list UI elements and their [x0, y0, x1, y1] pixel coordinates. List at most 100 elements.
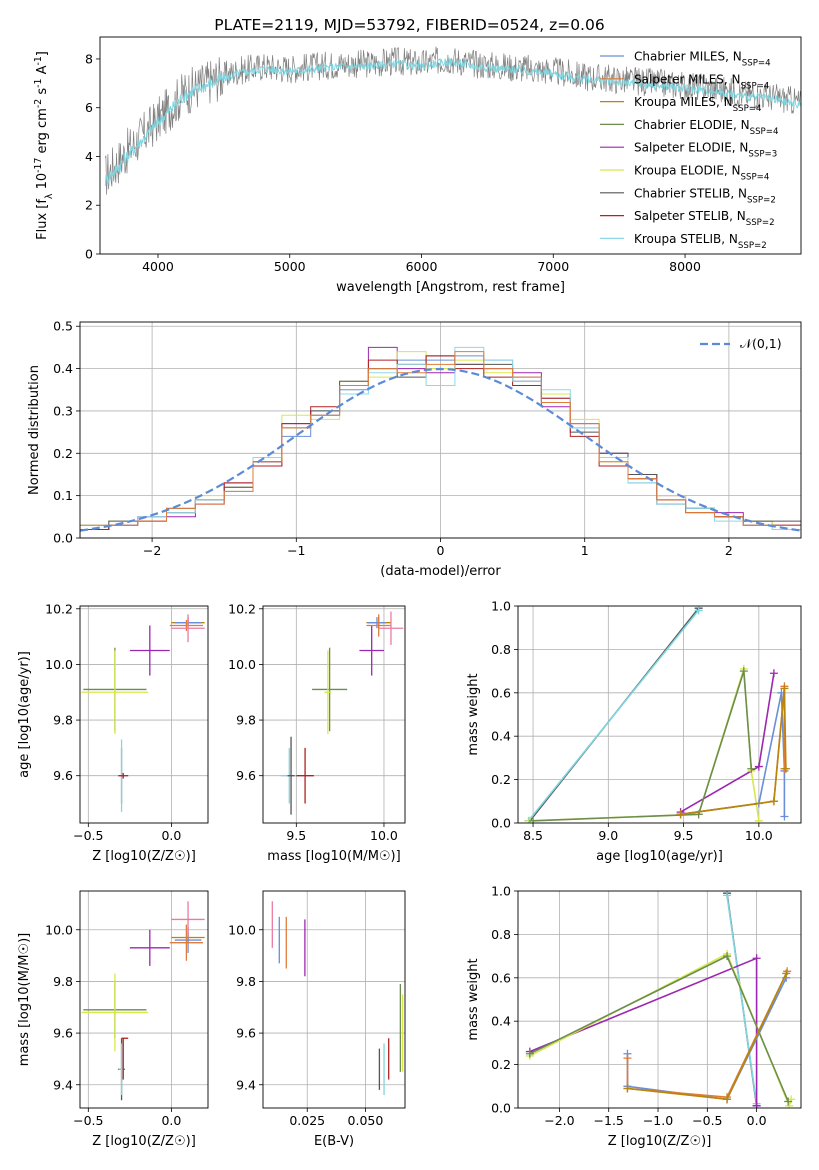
- y-tick-label: 0.5: [53, 319, 73, 334]
- y-tick-label: 0: [85, 247, 93, 262]
- x-tick-label: 0.025: [289, 1113, 325, 1128]
- x-axis-label: (data-model)/error: [380, 564, 501, 579]
- plot-area: [518, 606, 801, 823]
- label-part: wavelength [Angstrom, rest frame]: [336, 280, 565, 295]
- x-tick-label: 10.0: [745, 828, 773, 843]
- plus-marker: [782, 969, 791, 978]
- label-part: Z [log10(Z/Z☉)]: [608, 1134, 712, 1149]
- label-part: Salpeter ELODIE, N: [634, 141, 748, 155]
- plot-area: [263, 891, 405, 1108]
- x-tick-label: 9.0: [598, 828, 618, 843]
- x-axis-label: Z [log10(Z/Z☉)]: [92, 849, 196, 864]
- mass-weight-line: [533, 670, 753, 822]
- label-part: Flux [f: [35, 199, 50, 240]
- legend-label: 𝒩(0,1): [740, 336, 782, 351]
- y-tick-label: 0.8: [491, 927, 511, 942]
- mass-weight-line: [527, 609, 700, 822]
- y-tick-label: 9.4: [236, 1077, 256, 1092]
- label-part: -1: [33, 79, 44, 88]
- x-tick-label: 8.5: [523, 828, 543, 843]
- mass-weight-line: [726, 895, 758, 1104]
- mass-weight-line: [680, 673, 775, 813]
- error-bar-point: [171, 901, 205, 938]
- legend-label: Salpeter ELODIE, NSSP=3: [634, 141, 777, 160]
- label-part: SSP=4: [733, 104, 762, 114]
- x-axis-label: wavelength [Angstrom, rest frame]: [336, 280, 565, 295]
- x-tick-label: −0.5: [73, 828, 103, 843]
- x-tick-label: 9.5: [674, 828, 694, 843]
- label-part: SSP=4: [741, 173, 770, 183]
- y-tick-label: 1.0: [491, 599, 511, 614]
- x-tick-label: 5000: [274, 259, 306, 274]
- label-part: Chabrier MILES, N: [634, 50, 742, 64]
- x-tick-label: −0.5: [692, 1113, 722, 1128]
- plus-marker: [747, 764, 756, 773]
- label-part: Z [log10(Z/Z☉)]: [92, 1134, 196, 1149]
- y-tick-label: 9.8: [236, 974, 256, 989]
- label-part: Chabrier ELODIE, N: [634, 118, 750, 132]
- y-tick-label: 0.6: [491, 970, 511, 985]
- error-bar-point: [118, 772, 129, 779]
- x-tick-label: 2: [725, 543, 733, 558]
- error-bar-point: [129, 929, 170, 966]
- label-part: Z [log10(Z/Z☉)]: [92, 849, 196, 864]
- panel-8: −2.0 −1.5 −1.0 −0.5 0.0 0.0 0.2 0.4 0.6 0.8 1.0 Z […: [466, 884, 802, 1149]
- x-axis-label: age [log10(age/yr)]: [596, 849, 723, 864]
- label-part: Normed distribution: [27, 365, 42, 495]
- plot-area: [80, 891, 208, 1108]
- x-tick-label: 10.0: [370, 828, 398, 843]
- normal-curve: [80, 367, 801, 532]
- plus-marker: [694, 606, 703, 615]
- y-tick-label: 10.2: [228, 601, 256, 616]
- plus-marker: [525, 1049, 534, 1058]
- y-tick-label: 0.2: [53, 446, 73, 461]
- label-part: Salpeter STELIB, N: [634, 209, 746, 223]
- label-part: 10: [35, 173, 50, 194]
- y-tick-label: 9.6: [236, 768, 256, 783]
- legend-label: Kroupa ELODIE, NSSP=4: [634, 164, 769, 183]
- plus-marker: [780, 812, 789, 821]
- x-tick-label: 8000: [669, 259, 701, 274]
- plus-marker: [529, 816, 538, 823]
- error-bar-point: [312, 647, 348, 732]
- x-tick-label: −1.0: [643, 1113, 673, 1128]
- x-axis-label: mass [log10(M/M☉)]: [267, 849, 400, 864]
- label-part: Kroupa STELIB, N: [634, 232, 738, 246]
- label-part: A: [35, 65, 50, 78]
- label-part: Chabrier STELIB, N: [634, 186, 747, 200]
- histogram-step: [80, 346, 801, 538]
- y-axis-label: Flux [fλ 10-17 erg cm-2 s-1 A-1]: [33, 51, 55, 240]
- label-part: Salpeter MILES, N: [634, 72, 741, 86]
- label-part: SSP=2: [746, 218, 775, 228]
- legend-label: Kroupa MILES, NSSP=4: [634, 95, 762, 114]
- label-part: age [log10(age/yr)]: [17, 651, 32, 778]
- mass-weight-line: [529, 957, 758, 1106]
- label-part: mass [log10(M/M☉)]: [17, 933, 32, 1066]
- y-tick-label: 9.6: [236, 1026, 256, 1041]
- label-part: age [log10(age/yr)]: [596, 849, 723, 864]
- x-tick-label: 9.5: [286, 828, 306, 843]
- error-bar-point: [366, 614, 391, 637]
- y-tick-label: 0.0: [491, 816, 511, 831]
- x-tick-label: −1: [287, 543, 305, 558]
- plus-marker: [623, 1054, 632, 1063]
- error-bar-point: [296, 747, 314, 804]
- plus-marker: [723, 1095, 732, 1104]
- y-axis-label: mass weight: [466, 673, 481, 755]
- error-bar-point: [81, 650, 149, 734]
- error-bar-point: [324, 650, 332, 734]
- x-tick-label: 0: [437, 543, 445, 558]
- x-tick-label: 0.0: [161, 1113, 181, 1128]
- y-axis-label: Normed distribution: [27, 365, 42, 495]
- panel-4: 9.5 10.0 9.6 9.8 10.0 10.2 mass [log10(M/M☉)]: [228, 601, 406, 864]
- plus-marker: [723, 952, 732, 961]
- y-tick-label: 0.4: [491, 1014, 511, 1029]
- label-part: mass weight: [466, 673, 481, 755]
- axes-frame: [262, 605, 406, 824]
- y-tick-label: 8: [85, 51, 93, 66]
- mass-weight-line: [529, 952, 792, 1108]
- x-tick-label: −2.0: [544, 1113, 574, 1128]
- plot-area: [104, 46, 801, 195]
- panel-5: 8.5 9.0 9.5 10.0 0.0 0.2 0.4 0.6 0.8 1.0 age [log1…: [466, 599, 802, 864]
- label-part: -1: [33, 56, 44, 65]
